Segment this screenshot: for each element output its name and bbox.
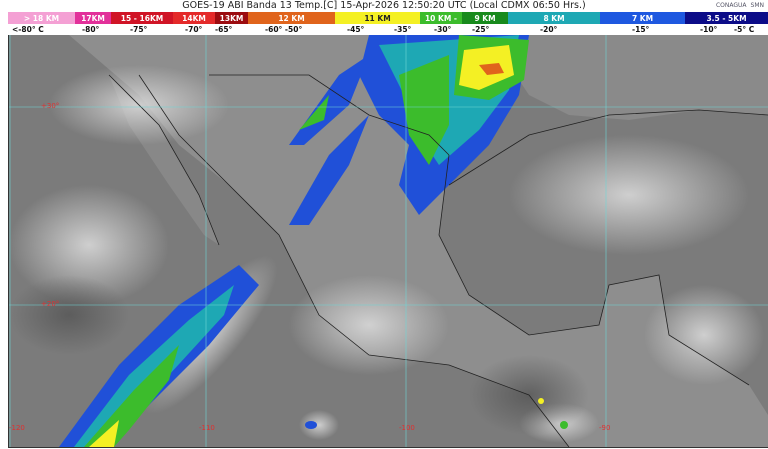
temp-label: -30° — [434, 25, 452, 34]
temp-label: -5° C — [734, 25, 755, 34]
legend-segment: 17KM — [75, 12, 111, 24]
legend-segment: 3.5 - 5KM — [685, 12, 768, 24]
lat-label-30: +30° — [41, 102, 60, 110]
lon-label-90: -90 — [599, 424, 611, 432]
temp-label: <-80° C — [12, 25, 44, 34]
image-title: GOES-19 ABI Banda 13 Temp.[C] 15-Apr-202… — [182, 0, 586, 11]
legend-segment: 7 KM — [600, 12, 685, 24]
storm-bands — [59, 35, 568, 447]
legend-segment: 14KM — [173, 12, 215, 24]
lat-label-20: +20° — [41, 300, 60, 308]
clouds — [9, 65, 764, 443]
lon-label-120: -120 — [9, 424, 25, 432]
legend-segment: 9 KM — [462, 12, 508, 24]
land — [69, 35, 768, 447]
smn-logo: SMN — [750, 2, 764, 9]
legend-segment: 12 KM — [248, 12, 335, 24]
temp-label: -15° — [632, 25, 650, 34]
temp-label: -75° — [130, 25, 148, 34]
satellite-imagery — [9, 35, 768, 447]
legend-segment: 10 KM - — [420, 12, 462, 24]
legend-segment: 11 KM — [335, 12, 420, 24]
temp-label: -25° — [472, 25, 490, 34]
temp-label: -80° — [82, 25, 100, 34]
color-legend: > 18 KM 17KM 15 - 16KM 14KM 13KM 12 KM 1… — [8, 12, 768, 24]
temp-label: -45° — [347, 25, 365, 34]
temp-label: -60° -50° — [265, 25, 303, 34]
temp-label: -10° — [700, 25, 718, 34]
temp-label: -65° — [215, 25, 233, 34]
temp-label: -70° — [185, 25, 203, 34]
temperature-scale: <-80° C -80° -75° -70° -65° -60° -50° -4… — [0, 24, 768, 35]
legend-segment: 15 - 16KM — [111, 12, 173, 24]
temp-label: -20° — [540, 25, 558, 34]
agency-logos: CONAGUA SMN — [716, 2, 764, 9]
graticule — [9, 35, 768, 447]
lon-label-110: -110 — [199, 424, 215, 432]
conagua-logo: CONAGUA — [715, 2, 747, 9]
legend-segment: 13KM — [215, 12, 248, 24]
borders — [108, 74, 768, 447]
lon-label-100: -100 — [399, 424, 415, 432]
satellite-map[interactable]: +30° +20° -120 -110 -100 -90 — [8, 35, 768, 448]
legend-segment: > 18 KM — [8, 12, 75, 24]
temp-label: -35° — [394, 25, 412, 34]
legend-segment: 8 KM — [508, 12, 600, 24]
